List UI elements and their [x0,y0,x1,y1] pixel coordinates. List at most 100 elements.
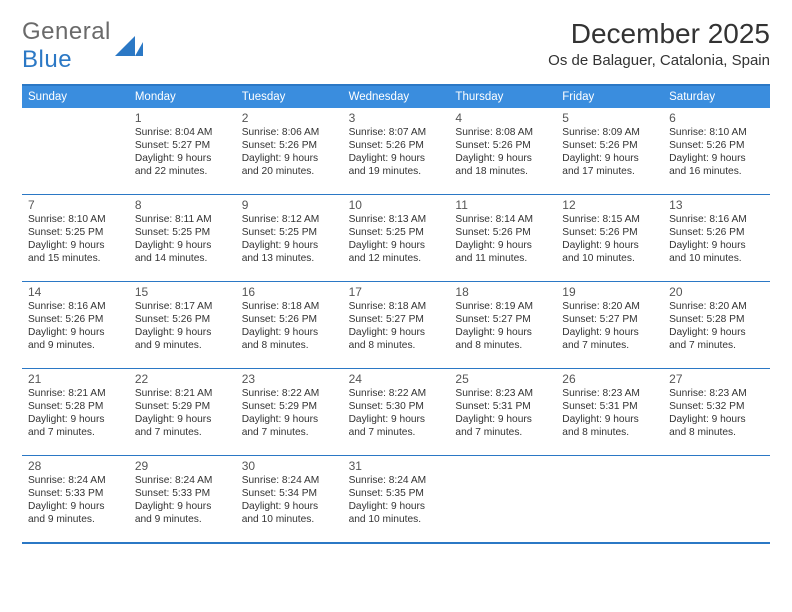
day-info-line: Sunset: 5:29 PM [242,400,337,413]
day-info-line: and 8 minutes. [349,339,444,352]
calendar-day-cell: 12Sunrise: 8:15 AMSunset: 5:26 PMDayligh… [556,195,663,281]
day-info-line: Sunset: 5:25 PM [349,226,444,239]
day-info-line: Sunrise: 8:23 AM [455,387,550,400]
day-info-line: and 20 minutes. [242,165,337,178]
day-info-line: Sunrise: 8:17 AM [135,300,230,313]
calendar-day-cell: 16Sunrise: 8:18 AMSunset: 5:26 PMDayligh… [236,282,343,368]
day-info-line: and 7 minutes. [455,426,550,439]
day-number: 13 [669,198,764,212]
day-info-line: and 10 minutes. [669,252,764,265]
day-info-line: Sunrise: 8:13 AM [349,213,444,226]
day-info-line: Sunset: 5:26 PM [135,313,230,326]
day-info-line: Daylight: 9 hours [28,239,123,252]
day-info-line: Daylight: 9 hours [455,326,550,339]
calendar-day-cell: 4Sunrise: 8:08 AMSunset: 5:26 PMDaylight… [449,108,556,194]
calendar-day-cell [556,456,663,542]
day-info-line: and 22 minutes. [135,165,230,178]
day-info-line: Daylight: 9 hours [562,239,657,252]
day-info-line: Sunset: 5:25 PM [135,226,230,239]
day-info-line: Sunrise: 8:21 AM [135,387,230,400]
calendar-day-cell: 19Sunrise: 8:20 AMSunset: 5:27 PMDayligh… [556,282,663,368]
day-number: 29 [135,459,230,473]
calendar-day-cell: 21Sunrise: 8:21 AMSunset: 5:28 PMDayligh… [22,369,129,455]
day-info-line: Sunset: 5:26 PM [562,139,657,152]
day-info-line: Sunrise: 8:18 AM [242,300,337,313]
calendar-day-cell [663,456,770,542]
day-info-line: Sunrise: 8:21 AM [28,387,123,400]
day-info-line: Sunset: 5:34 PM [242,487,337,500]
day-info-line: Daylight: 9 hours [28,500,123,513]
day-number: 6 [669,111,764,125]
day-number: 15 [135,285,230,299]
day-info-line: and 10 minutes. [562,252,657,265]
day-info-line: Sunset: 5:31 PM [455,400,550,413]
day-info-line: Sunset: 5:31 PM [562,400,657,413]
calendar-day-cell: 15Sunrise: 8:17 AMSunset: 5:26 PMDayligh… [129,282,236,368]
day-info-line: and 12 minutes. [349,252,444,265]
day-info-line: Sunset: 5:29 PM [135,400,230,413]
day-info-line: Sunrise: 8:10 AM [28,213,123,226]
day-number: 1 [135,111,230,125]
month-title: December 2025 [548,18,770,50]
day-info-line: Daylight: 9 hours [242,500,337,513]
day-info-line: Daylight: 9 hours [349,239,444,252]
calendar-day-cell: 14Sunrise: 8:16 AMSunset: 5:26 PMDayligh… [22,282,129,368]
day-info-line: Sunset: 5:26 PM [669,226,764,239]
day-info-line: and 7 minutes. [349,426,444,439]
day-info-line: and 10 minutes. [349,513,444,526]
calendar-day-cell: 20Sunrise: 8:20 AMSunset: 5:28 PMDayligh… [663,282,770,368]
title-block: December 2025 Os de Balaguer, Catalonia,… [548,18,770,69]
day-number: 24 [349,372,444,386]
day-info-line: and 9 minutes. [135,339,230,352]
calendar-week-row: 14Sunrise: 8:16 AMSunset: 5:26 PMDayligh… [22,282,770,369]
calendar-day-cell: 10Sunrise: 8:13 AMSunset: 5:25 PMDayligh… [343,195,450,281]
day-info-line: and 15 minutes. [28,252,123,265]
day-info-line: Sunset: 5:26 PM [242,313,337,326]
day-info-line: Sunset: 5:33 PM [135,487,230,500]
day-info-line: Sunrise: 8:16 AM [669,213,764,226]
day-info-line: and 8 minutes. [455,339,550,352]
day-info-line: Sunrise: 8:23 AM [669,387,764,400]
day-info-line: Sunset: 5:28 PM [669,313,764,326]
calendar-day-cell: 28Sunrise: 8:24 AMSunset: 5:33 PMDayligh… [22,456,129,542]
day-info-line: Sunset: 5:27 PM [562,313,657,326]
day-info-line: and 7 minutes. [28,426,123,439]
day-info-line: and 16 minutes. [669,165,764,178]
day-number: 30 [242,459,337,473]
day-info-line: Daylight: 9 hours [28,413,123,426]
day-info-line: Sunrise: 8:07 AM [349,126,444,139]
day-number: 23 [242,372,337,386]
calendar-day-cell: 9Sunrise: 8:12 AMSunset: 5:25 PMDaylight… [236,195,343,281]
day-info-line: Daylight: 9 hours [135,413,230,426]
brand-triangle-icon [115,36,143,56]
day-info-line: Daylight: 9 hours [669,239,764,252]
day-info-line: Sunrise: 8:22 AM [242,387,337,400]
day-info-line: Daylight: 9 hours [135,500,230,513]
day-info-line: Daylight: 9 hours [135,152,230,165]
calendar-day-cell: 29Sunrise: 8:24 AMSunset: 5:33 PMDayligh… [129,456,236,542]
day-info-line: Daylight: 9 hours [349,413,444,426]
day-info-line: Sunrise: 8:12 AM [242,213,337,226]
day-info-line: Daylight: 9 hours [349,500,444,513]
day-info-line: and 8 minutes. [562,426,657,439]
calendar-day-cell: 27Sunrise: 8:23 AMSunset: 5:32 PMDayligh… [663,369,770,455]
calendar-day-cell: 3Sunrise: 8:07 AMSunset: 5:26 PMDaylight… [343,108,450,194]
day-info-line: Daylight: 9 hours [28,326,123,339]
day-info-line: Sunrise: 8:19 AM [455,300,550,313]
day-info-line: Sunset: 5:33 PM [28,487,123,500]
day-info-line: Sunrise: 8:15 AM [562,213,657,226]
day-info-line: and 7 minutes. [562,339,657,352]
day-info-line: Daylight: 9 hours [455,152,550,165]
day-info-line: Daylight: 9 hours [455,413,550,426]
brand-word2: Blue [22,46,72,73]
day-info-line: and 8 minutes. [242,339,337,352]
day-info-line: Sunset: 5:27 PM [455,313,550,326]
day-info-line: and 9 minutes. [28,339,123,352]
day-info-line: Sunset: 5:27 PM [349,313,444,326]
calendar-week-row: 1Sunrise: 8:04 AMSunset: 5:27 PMDaylight… [22,108,770,195]
day-info-line: Daylight: 9 hours [349,326,444,339]
brand-word1: General [22,18,111,45]
day-info-line: Sunset: 5:25 PM [28,226,123,239]
day-info-line: and 17 minutes. [562,165,657,178]
day-number: 3 [349,111,444,125]
